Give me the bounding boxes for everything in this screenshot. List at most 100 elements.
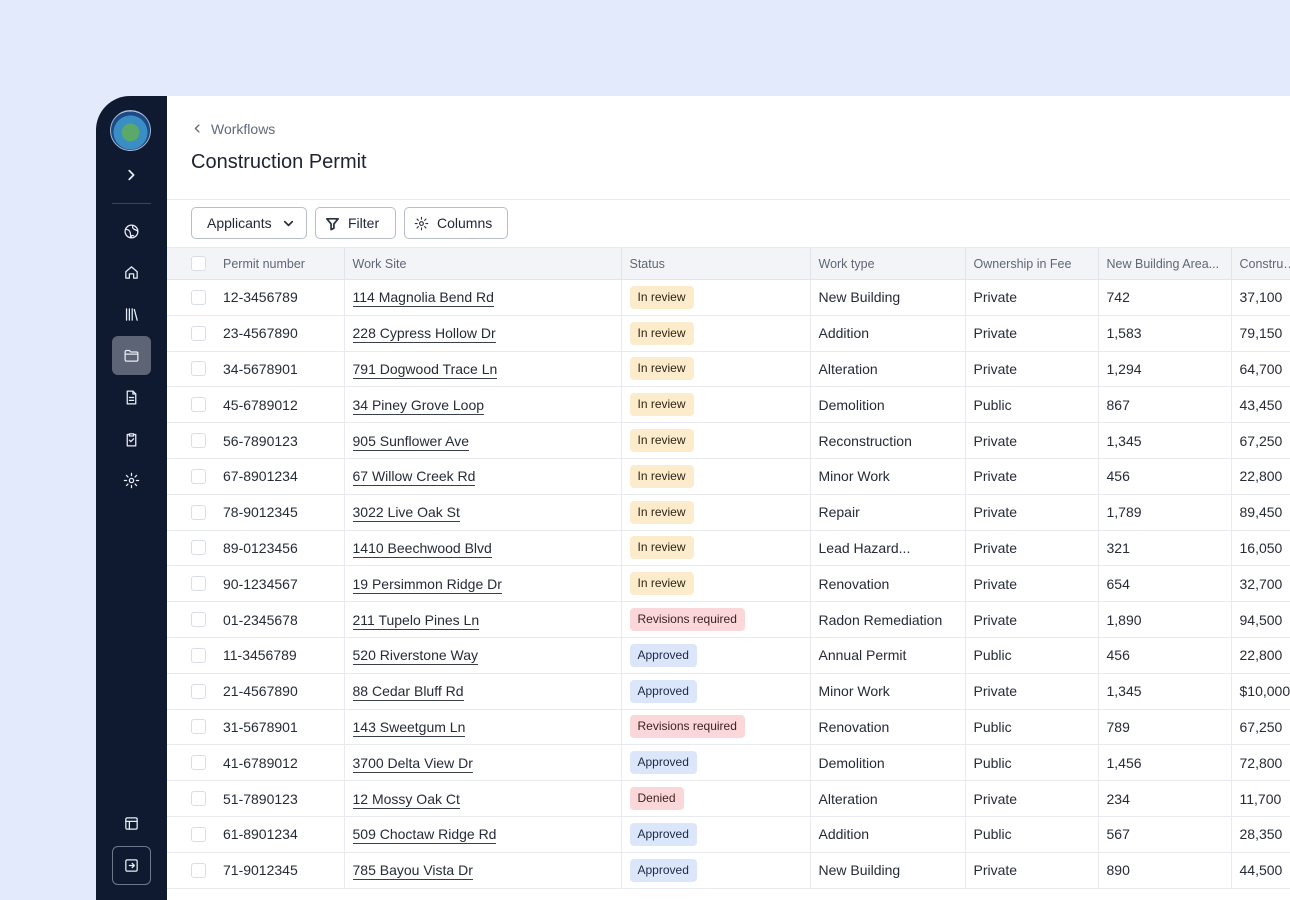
table-row[interactable]: 71-9012345 785 Bayou Vista Dr Approved New … [167, 852, 1290, 889]
work-site-link[interactable]: 12 Mossy Oak Ct [352, 790, 460, 809]
table-row[interactable]: 89-0123456 1410 Beechwood Blvd In review Le… [167, 530, 1290, 567]
library-icon[interactable] [112, 295, 151, 334]
columns-button[interactable]: Columns [404, 207, 508, 239]
ownership-in-fee: Private [965, 494, 1099, 531]
row-checkbox[interactable] [191, 719, 206, 735]
row-checkbox[interactable] [191, 755, 206, 771]
breadcrumb-workflows-link[interactable]: Workflows [211, 121, 276, 137]
column-header[interactable]: Construction [1231, 247, 1290, 280]
table-row[interactable]: 23-4567890 228 Cypress Hollow Dr In review… [167, 315, 1290, 352]
document-icon[interactable] [112, 378, 151, 417]
row-checkbox[interactable] [191, 862, 206, 878]
row-checkbox[interactable] [191, 468, 206, 484]
status-badge: In review [629, 500, 694, 524]
clipboard-check-icon[interactable] [112, 420, 151, 459]
column-header[interactable]: New Building Area... [1098, 247, 1232, 280]
column-header[interactable]: Ownership in Fee [965, 247, 1099, 280]
ownership-in-fee: Private [965, 458, 1099, 495]
row-checkbox[interactable] [191, 683, 206, 699]
select-all-checkbox[interactable] [191, 256, 206, 271]
table-row[interactable]: 11-3456789 520 Riverstone Way Approved Annu… [167, 637, 1290, 674]
work-site-link[interactable]: 905 Sunflower Ave [352, 432, 469, 451]
chevron-left-icon[interactable] [192, 122, 203, 137]
row-checkbox[interactable] [191, 433, 206, 449]
work-site-link[interactable]: 1410 Beechwood Blvd [352, 539, 492, 558]
gear-icon[interactable] [112, 461, 151, 500]
row-checkbox[interactable] [191, 576, 206, 592]
work-site-link[interactable]: 143 Sweetgum Ln [352, 718, 466, 737]
expand-icon[interactable] [120, 164, 142, 186]
work-type: Addition [810, 315, 966, 352]
row-checkbox[interactable] [191, 612, 206, 628]
work-type: Alteration [810, 351, 966, 388]
work-site-link[interactable]: 228 Cypress Hollow Dr [352, 325, 496, 344]
row-checkbox[interactable] [191, 791, 206, 807]
work-site-cell: 67 Willow Creek Rd [344, 458, 622, 495]
work-site-link[interactable]: 791 Dogwood Trace Ln [352, 360, 498, 379]
new-building-area: 1,890 [1098, 601, 1232, 638]
column-header[interactable]: Work Site [344, 247, 622, 280]
applicants-label: Applicants [207, 215, 272, 231]
table-row[interactable]: 90-1234567 19 Persimmon Ridge Dr In review… [167, 565, 1290, 603]
table-row[interactable]: 31-5678901 143 Sweetgum Ln Revisions requi… [167, 709, 1290, 746]
filter-button[interactable]: Filter [315, 207, 396, 239]
table-row[interactable]: 61-8901234 509 Choctaw Ridge Rd Approved Ad… [167, 816, 1290, 853]
table-row[interactable]: 56-7890123 905 Sunflower Ave In review Reco… [167, 422, 1290, 459]
row-checkbox[interactable] [191, 540, 206, 556]
row-checkbox[interactable] [191, 397, 206, 413]
table-row[interactable]: 41-6789012 3700 Delta View Dr Approved Demo… [167, 744, 1290, 782]
work-site-link[interactable]: 3700 Delta View Dr [352, 754, 473, 773]
work-site-link[interactable]: 67 Willow Creek Rd [352, 468, 476, 487]
new-building-area: 867 [1098, 386, 1232, 424]
table-row[interactable]: 67-8901234 67 Willow Creek Rd In review Min… [167, 458, 1290, 495]
row-checkbox-cell [167, 565, 215, 603]
row-checkbox[interactable] [191, 361, 206, 377]
work-site-link[interactable]: 114 Magnolia Bend Rd [352, 289, 494, 308]
row-checkbox[interactable] [191, 826, 206, 842]
work-site-link[interactable]: 19 Persimmon Ridge Dr [352, 575, 502, 594]
table-row[interactable]: 51-7890123 12 Mossy Oak Ct Denied Alteratio… [167, 780, 1290, 817]
new-building-area: 789 [1098, 709, 1232, 746]
status-badge: Approved [629, 822, 697, 846]
applicants-dropdown[interactable]: Applicants [191, 207, 307, 239]
work-site-link[interactable]: 509 Choctaw Ridge Rd [352, 826, 497, 845]
row-checkbox-cell [167, 386, 215, 424]
work-type: New Building [810, 279, 966, 316]
new-building-area: 234 [1098, 780, 1232, 817]
exit-icon[interactable] [112, 846, 151, 885]
work-site-cell: 19 Persimmon Ridge Dr [344, 565, 622, 603]
row-checkbox[interactable] [191, 504, 206, 520]
column-header[interactable]: Work type [810, 247, 966, 280]
table-row[interactable]: 78-9012345 3022 Live Oak St In review Repai… [167, 494, 1290, 531]
status-badge: In review [629, 321, 694, 345]
table-row[interactable]: 34-5678901 791 Dogwood Trace Ln In review A… [167, 351, 1290, 388]
breadcrumb[interactable]: Workflows [192, 121, 275, 137]
work-site-link[interactable]: 211 Tupelo Pines Ln [352, 611, 480, 630]
work-site-link[interactable]: 520 Riverstone Way [352, 647, 479, 666]
table-row[interactable]: 45-6789012 34 Piney Grove Loop In review De… [167, 386, 1290, 424]
work-site-link[interactable]: 785 Bayou Vista Dr [352, 862, 473, 881]
status-cell: Approved [621, 673, 811, 710]
row-checkbox-cell [167, 816, 215, 853]
column-header[interactable]: Permit number [215, 247, 345, 280]
new-building-area: 890 [1098, 852, 1232, 889]
layout-icon[interactable] [112, 804, 151, 843]
work-site-link[interactable]: 88 Cedar Bluff Rd [352, 683, 464, 702]
globe-icon[interactable] [112, 212, 151, 251]
table-row[interactable]: 12-3456789 114 Magnolia Bend Rd In review N… [167, 279, 1290, 316]
table-row[interactable]: 21-4567890 88 Cedar Bluff Rd Approved Minor… [167, 673, 1290, 710]
column-header[interactable]: Status [621, 247, 811, 280]
status-badge: Revisions required [629, 715, 745, 739]
construction-cost: 22,800 [1231, 637, 1290, 674]
work-site-link[interactable]: 3022 Live Oak St [352, 504, 460, 523]
folder-icon[interactable] [112, 336, 151, 375]
row-checkbox-cell [167, 780, 215, 817]
row-checkbox[interactable] [191, 325, 206, 341]
row-checkbox[interactable] [191, 647, 206, 663]
home-icon[interactable] [112, 253, 151, 292]
work-site-link[interactable]: 34 Piney Grove Loop [352, 396, 485, 415]
row-checkbox[interactable] [191, 289, 206, 305]
table-row[interactable]: 01-2345678 211 Tupelo Pines Ln Revisions r… [167, 601, 1290, 638]
construction-cost: 64,700 [1231, 351, 1290, 388]
work-site-cell: 143 Sweetgum Ln [344, 709, 622, 746]
